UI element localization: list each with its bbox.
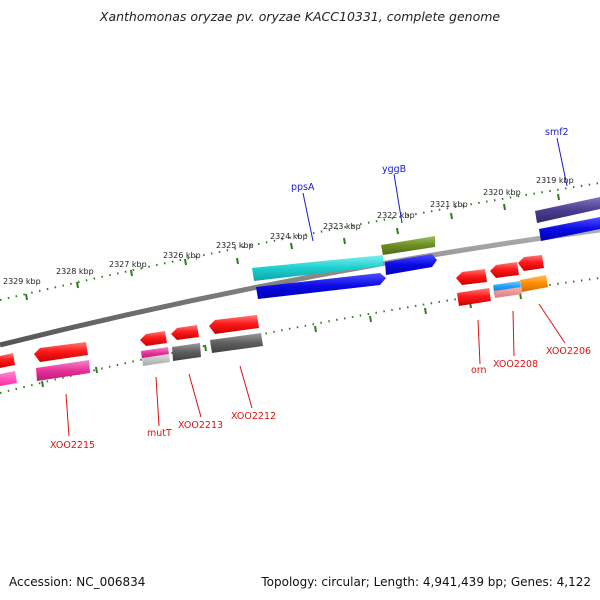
- gene-label-XOO2206[interactable]: XOO2206: [546, 346, 591, 357]
- gene-label-orn[interactable]: orn: [471, 365, 487, 376]
- major-tick: [450, 212, 453, 220]
- scale-label: 2321 kbp: [430, 200, 468, 209]
- gene-label-smf2[interactable]: smf2: [545, 127, 569, 138]
- gene-yggB-cog: [381, 236, 435, 255]
- gene-orn: [456, 269, 487, 285]
- scale-label: 2328 kbp: [56, 267, 94, 276]
- scale-label: 2327 kbp: [109, 260, 147, 269]
- gene-orn-cog: [457, 288, 491, 306]
- gene-mutT: [140, 331, 167, 346]
- major-tick: [25, 293, 28, 301]
- gene-label-XOO2208[interactable]: XOO2208: [493, 359, 538, 370]
- major-tick: [184, 258, 187, 266]
- scale-label: 2322 kbp: [377, 211, 415, 220]
- scale-label: 2326 kbp: [163, 251, 201, 260]
- gene-smf2: [539, 217, 600, 241]
- genome-backbone: [0, 227, 600, 348]
- major-tick: [557, 193, 560, 201]
- map-title: Xanthomonas oryzae pv. oryzae KACC10331,…: [99, 9, 501, 24]
- outer-scale-ring: [0, 182, 600, 301]
- major-tick: [343, 237, 346, 245]
- gene-label-XOO2213[interactable]: XOO2213: [178, 420, 223, 431]
- gene-ppsA: [256, 273, 386, 299]
- gene-XOO2208: [490, 262, 519, 278]
- gene-XOO2215-cog: [36, 360, 90, 381]
- gene-yggB: [385, 254, 437, 275]
- reverse-leaders: [65, 303, 566, 437]
- scale-label: 2325 kbp: [216, 241, 254, 250]
- gene-XOO2206: [518, 255, 544, 271]
- major-tick: [130, 269, 133, 277]
- major-tick: [503, 203, 506, 211]
- gene-XOO2212-cog: [210, 333, 263, 353]
- gene-ppsA-cog: [252, 255, 383, 281]
- gene-XOO2213: [171, 325, 199, 340]
- scale-label: 2324 kbp: [270, 232, 308, 241]
- genome-summary-text: Topology: circular; Length: 4,941,439 bp…: [261, 575, 591, 589]
- scale-label: 2323 kbp: [323, 222, 361, 231]
- gene-XOO2208-cog2: [494, 287, 522, 298]
- scale-labels: 2329 kbp 2328 kbp 2327 kbp 2326 kbp 2325…: [3, 176, 574, 286]
- scale-label: 2320 kbp: [483, 188, 521, 197]
- scale-label: 2329 kbp: [3, 277, 41, 286]
- gene-label-XOO2212[interactable]: XOO2212: [231, 411, 276, 422]
- gene-partial-left: [0, 353, 15, 368]
- major-tick: [236, 257, 239, 265]
- gene-label-ppsA[interactable]: ppsA: [291, 182, 315, 193]
- major-tick: [424, 307, 427, 315]
- scale-label: 2319 kbp: [536, 176, 574, 185]
- accession-text: Accession: NC_006834: [9, 575, 146, 589]
- gene-XOO2208-cog: [493, 281, 521, 292]
- reverse-features: [0, 255, 548, 386]
- gene-labels: ppsA yggB smf2 XOO2215 mutT XOO2213 XOO2…: [50, 127, 591, 451]
- major-tick: [369, 315, 372, 323]
- gene-XOO2215: [34, 342, 88, 362]
- gene-partial-left-cog: [0, 371, 17, 386]
- gene-label-mutT[interactable]: mutT: [147, 428, 172, 439]
- gene-label-yggB[interactable]: yggB: [382, 164, 406, 175]
- major-tick: [95, 366, 98, 374]
- major-tick: [41, 380, 44, 388]
- gene-smf2-cog: [535, 197, 600, 223]
- gene-XOO2212: [209, 315, 259, 334]
- major-tick: [314, 325, 317, 333]
- major-tick: [396, 227, 399, 235]
- gene-XOO2206-cog: [520, 275, 548, 292]
- forward-features: [252, 197, 600, 299]
- major-tick: [290, 242, 293, 250]
- gene-label-XOO2215[interactable]: XOO2215: [50, 440, 95, 451]
- gene-XOO2213-cog: [172, 343, 201, 361]
- major-tick: [204, 344, 207, 352]
- major-tick: [76, 281, 79, 289]
- gene-mutT-cog2: [142, 354, 170, 366]
- forward-leaders: [302, 137, 568, 242]
